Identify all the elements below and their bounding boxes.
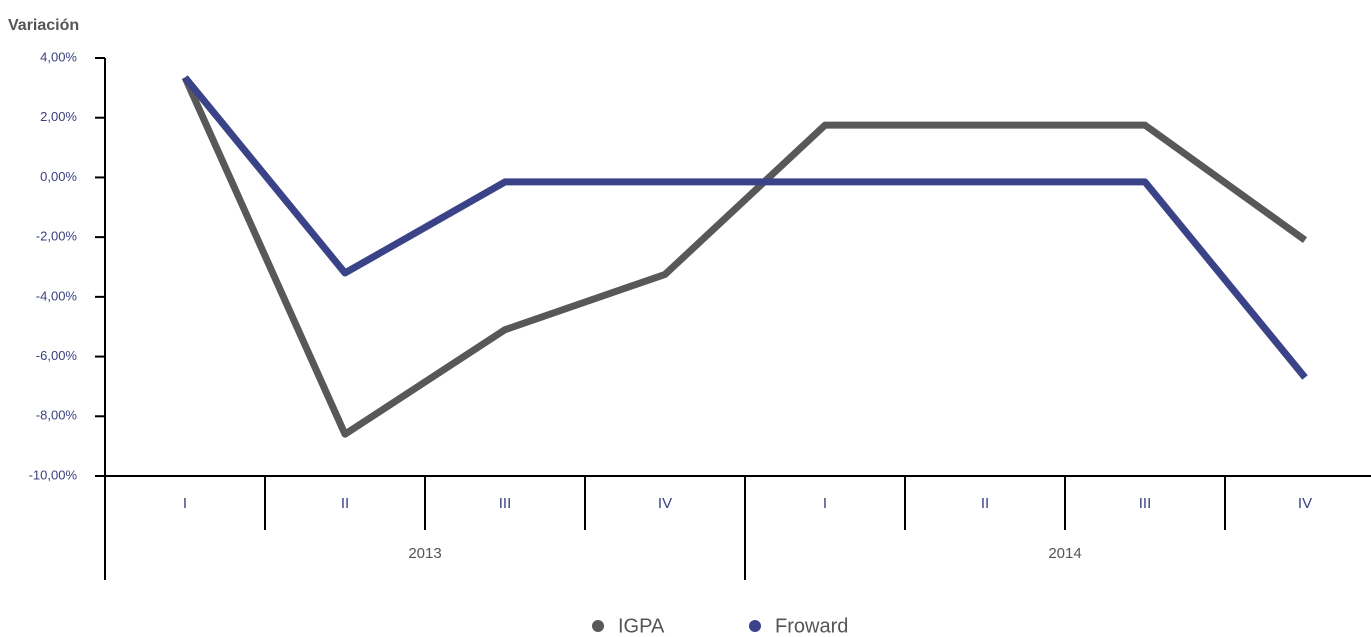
y-tick-label: 4,00% (40, 49, 77, 64)
line-series (182, 75, 1308, 380)
y-tick-label: -2,00% (36, 229, 78, 244)
y-tick-label: -10,00% (29, 467, 78, 482)
y-axis-title: Variación (8, 17, 79, 34)
y-tick-label: -4,00% (36, 288, 78, 303)
x-tick-label: II (341, 495, 349, 512)
x-tick-label: IV (658, 495, 672, 512)
x-tick-label: III (499, 495, 512, 512)
legend-label: Froward (775, 615, 848, 637)
year-label: 2014 (1048, 545, 1081, 562)
x-tick-label: II (981, 495, 989, 512)
legend-marker (749, 620, 761, 632)
x-tick-label: I (183, 495, 187, 512)
y-tick-label: -6,00% (36, 348, 78, 363)
legend-label: IGPA (618, 615, 665, 637)
legend-marker (592, 620, 604, 632)
y-tick-label: -8,00% (36, 408, 78, 423)
line-series (181, 75, 1308, 438)
y-tick-label: 2,00% (40, 109, 77, 124)
x-tick-label: I (823, 495, 827, 512)
x-tick-label: III (1139, 495, 1152, 512)
year-label: 2013 (408, 545, 441, 562)
x-tick-label: IV (1298, 495, 1312, 512)
y-tick-label: 0,00% (40, 169, 77, 184)
